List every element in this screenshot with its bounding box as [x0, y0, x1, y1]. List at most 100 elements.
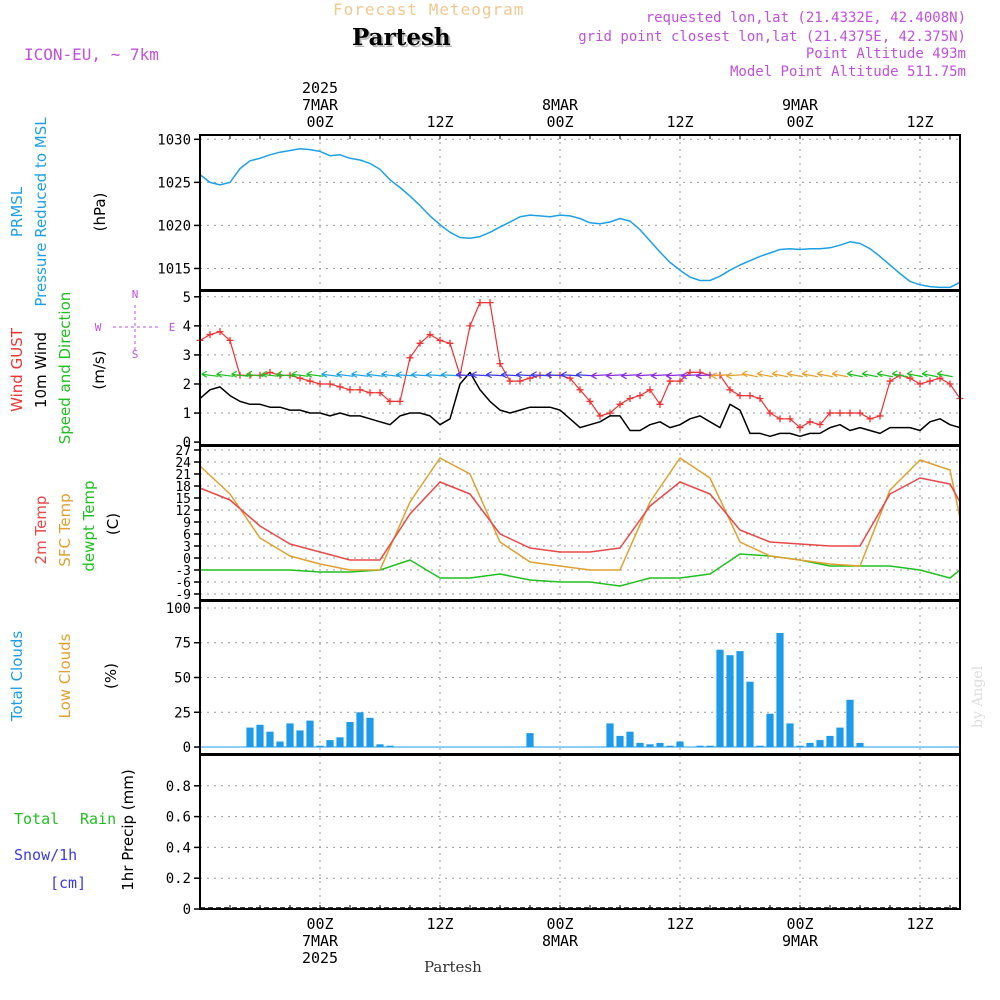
cloud-bar: [276, 741, 284, 748]
gust-point: [646, 386, 654, 394]
temp-label-2m: 2m Temp: [32, 496, 50, 565]
top-time-label: 00Z: [786, 113, 813, 131]
y-tick-label: 0.2: [166, 871, 191, 887]
gust-point: [516, 377, 524, 385]
cloud-bar: [526, 733, 534, 747]
gust-point: [786, 415, 794, 423]
y-tick-label: 4: [183, 319, 191, 335]
model-label: ICON-EU, ~ 7km: [24, 45, 159, 64]
gust-point: [396, 397, 404, 405]
precip-label-total: Total: [14, 810, 59, 828]
header-top-label: Forecast Meteogram: [333, 0, 525, 19]
top-time-label: 12Z: [426, 113, 453, 131]
precip-unit: 1hr Precip (mm): [119, 769, 137, 890]
gust-point: [856, 409, 864, 417]
gust-point: [766, 409, 774, 417]
cloud-bar: [676, 741, 684, 748]
precip-label-snow: Snow/1h: [14, 846, 77, 864]
y-tick-label: 75: [174, 636, 191, 652]
wind-direction-arrow: [530, 371, 549, 379]
gust-point: [386, 397, 394, 405]
cloud-bar: [256, 724, 264, 748]
wind-direction-arrow: [336, 370, 354, 378]
wind-direction-arrow: [846, 370, 863, 378]
point-altitude: Point Altitude 493m: [805, 46, 966, 62]
wind-direction-arrow: [500, 371, 519, 379]
y-tick-label: 6: [183, 528, 191, 543]
gust-point: [616, 400, 624, 408]
wind-direction-arrow: [756, 370, 773, 378]
gust-point: [586, 397, 594, 405]
temp-label-dewpt: dewpt Temp: [80, 480, 98, 571]
cloud-bar: [776, 633, 784, 748]
wind-direction-arrow: [216, 370, 234, 378]
cloud-bar: [286, 723, 294, 747]
cloud-bar: [766, 713, 774, 748]
gust-line: [199, 302, 961, 429]
y-tick-label: -3: [175, 564, 191, 579]
cloud-bar: [656, 742, 664, 748]
y-tick-label: 18: [175, 480, 191, 495]
gust-point: [696, 368, 704, 376]
gust-point: [486, 299, 494, 307]
top-time-label: 12Z: [666, 113, 693, 131]
wind-direction-arrow: [891, 370, 908, 378]
gust-point: [366, 389, 374, 397]
cloud-bar: [746, 681, 754, 748]
wind-direction-arrow: [381, 370, 399, 378]
gust-point: [636, 392, 644, 400]
gust-point: [876, 412, 884, 420]
wind-direction-arrow: [725, 372, 744, 380]
bottom-time-label: 9MAR: [782, 932, 819, 950]
y-tick-label: 0.4: [166, 840, 191, 856]
bottom-time-label: 00Z: [546, 915, 573, 933]
wind-direction-arrow: [590, 372, 609, 380]
cloud-bar: [376, 744, 384, 748]
top-time-label: 2025: [302, 79, 338, 97]
gust-point: [596, 412, 604, 420]
bottom-time-label: 12Z: [906, 915, 933, 933]
wind-direction-arrow: [291, 370, 309, 378]
y-tick-label: 100: [166, 601, 191, 617]
wind-direction-arrow: [515, 371, 534, 379]
sfc-temp-line: [199, 457, 961, 571]
cloud-bar: [386, 745, 394, 748]
wind-direction-arrow: [665, 372, 684, 380]
wind-direction-arrow: [366, 370, 384, 378]
wind-direction-arrow: [560, 371, 579, 379]
cloud-bar: [636, 742, 644, 748]
compass-cross: [113, 305, 160, 350]
clouds-unit: (%): [102, 663, 120, 689]
wind-direction-arrow: [455, 371, 474, 379]
cloud-bar: [246, 727, 254, 748]
cloud-bar: [346, 722, 354, 747]
wind-label-10m: 10m Wind: [32, 332, 50, 408]
cloud-bar: [696, 745, 704, 748]
cloud-bar: [666, 745, 674, 748]
gust-point: [736, 392, 744, 400]
wind-direction-arrow: [650, 372, 669, 380]
wind-direction-arrow: [801, 370, 818, 378]
top-time-label: 7MAR: [302, 96, 339, 114]
cloud-bar: [726, 655, 734, 747]
y-tick-label: 21: [175, 468, 191, 483]
cloud-bar: [736, 651, 744, 748]
gust-point: [656, 400, 664, 408]
cloud-bar: [716, 649, 724, 748]
panel-frame-temp: [199, 445, 961, 601]
compass-letter: W: [95, 321, 102, 334]
gust-point: [946, 380, 954, 388]
gust-point: [336, 383, 344, 391]
top-time-label: 8MAR: [542, 96, 579, 114]
pressure-unit: (hPa): [91, 193, 109, 232]
cloud-bar: [356, 712, 364, 748]
gust-point: [496, 360, 504, 368]
y-tick-label: 0: [183, 552, 191, 567]
cloud-bar: [646, 744, 654, 748]
gust-point: [406, 354, 414, 362]
y-tick-label: 0: [183, 740, 191, 756]
gust-point: [746, 392, 754, 400]
precip-label-cm: [cm]: [50, 874, 86, 892]
gust-point: [436, 336, 444, 344]
gust-point: [476, 299, 484, 307]
